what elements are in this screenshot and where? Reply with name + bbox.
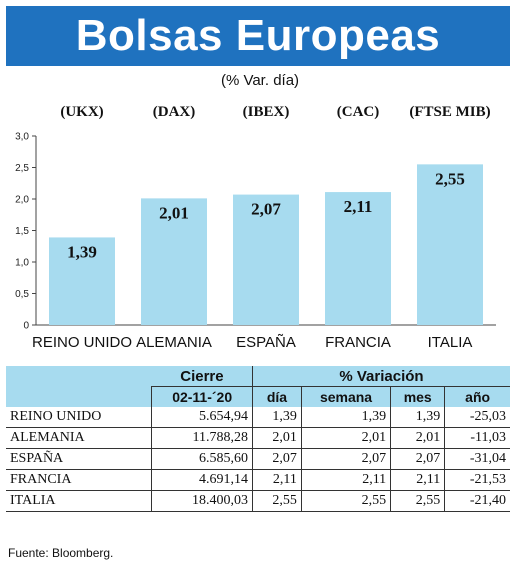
bar	[417, 164, 483, 325]
data-table: Cierre % Variación 02-11-´20 día semana …	[6, 366, 510, 512]
table-row: ALEMANIA 11.788,28 2,01 2,01 2,01 -11,03	[6, 427, 510, 449]
row-dia: 2,11	[252, 469, 302, 491]
row-ano: -25,03	[444, 407, 510, 428]
bar	[141, 198, 207, 325]
index-label: (UKX)	[60, 104, 103, 120]
table-header-row-1: Cierre % Variación	[6, 366, 510, 387]
row-mes: 2,07	[390, 448, 446, 470]
index-label: (FTSE MIB)	[409, 104, 490, 120]
header-variacion: % Variación	[252, 366, 510, 387]
y-tick-label: 3,0	[15, 132, 29, 143]
data-label: 2,07	[251, 200, 281, 219]
row-semana: 2,07	[301, 448, 392, 470]
row-ano: -11,03	[444, 427, 510, 449]
y-tick-label: 2,0	[15, 195, 29, 206]
row-cierre: 6.585,60	[151, 448, 253, 470]
row-dia: 2,01	[252, 427, 302, 449]
row-semana: 2,55	[301, 490, 392, 512]
row-dia: 2,07	[252, 448, 302, 470]
row-ano: -31,04	[444, 448, 510, 470]
row-country: ITALIA	[6, 490, 153, 512]
category-label: ITALIA	[428, 334, 473, 351]
bar	[49, 237, 115, 325]
data-label: 2,55	[435, 169, 465, 188]
row-semana: 2,01	[301, 427, 392, 449]
table-row: FRANCIA 4.691,14 2,11 2,11 2,11 -21,53	[6, 469, 510, 491]
category-label: ALEMANIA	[136, 334, 212, 351]
row-dia: 1,39	[252, 407, 302, 428]
bar	[233, 194, 299, 325]
row-cierre: 5.654,94	[151, 407, 253, 428]
header-semana: semana	[300, 386, 391, 407]
header-mes: mes	[390, 386, 445, 407]
row-cierre: 18.400,03	[151, 490, 253, 512]
header-date: 02-11-´20	[151, 386, 253, 407]
header-ano: año	[444, 386, 510, 407]
row-ano: -21,53	[444, 469, 510, 491]
source-note: Fuente: Bloomberg.	[8, 546, 114, 560]
row-cierre: 4.691,14	[151, 469, 253, 491]
category-label: ESPAÑA	[236, 334, 296, 351]
row-semana: 2,11	[301, 469, 392, 491]
data-label: 2,11	[344, 197, 373, 216]
y-tick-label: 0,5	[15, 289, 29, 300]
y-tick-label: 1,5	[15, 226, 29, 237]
chart-title: Bolsas Europeas	[6, 6, 510, 66]
table-header-row-2: 02-11-´20 día semana mes año	[6, 386, 510, 407]
row-cierre: 11.788,28	[151, 427, 253, 449]
table-row: REINO UNIDO 5.654,94 1,39 1,39 1,39 -25,03	[6, 407, 510, 428]
row-country: ALEMANIA	[6, 427, 153, 449]
row-country: FRANCIA	[6, 469, 153, 491]
row-mes: 1,39	[390, 407, 446, 428]
table-body: REINO UNIDO 5.654,94 1,39 1,39 1,39 -25,03 ALE…	[6, 407, 510, 512]
data-label: 2,01	[159, 203, 189, 222]
bar-chart: 0 0,5 1,0 1,5 2,0 2,5 3,0 1,39 (UKX) REINO UNIDO 2…	[15, 104, 496, 351]
row-semana: 1,39	[301, 407, 392, 428]
y-tick-label: 0	[23, 321, 29, 332]
index-label: (IBEX)	[243, 104, 290, 120]
header-blank	[6, 366, 152, 387]
row-mes: 2,55	[390, 490, 446, 512]
row-ano: -21,40	[444, 490, 510, 512]
row-country: REINO UNIDO	[6, 407, 153, 428]
index-label: (CAC)	[337, 104, 380, 120]
bar	[325, 192, 391, 325]
table-row: ESPAÑA 6.585,60 2,07 2,07 2,07 -31,04	[6, 448, 510, 470]
row-mes: 2,11	[390, 469, 446, 491]
row-mes: 2,01	[390, 427, 446, 449]
y-tick-label: 2,5	[15, 163, 29, 174]
header-dia: día	[251, 386, 302, 407]
index-label: (DAX)	[153, 104, 196, 120]
chart-subtitle: (% Var. día)	[220, 72, 300, 89]
category-label: REINO UNIDO	[32, 334, 132, 351]
table-row: ITALIA 18.400,03 2,55 2,55 2,55 -21,40	[6, 490, 510, 512]
header-blank-2	[6, 386, 152, 407]
header-cierre: Cierre	[151, 366, 253, 387]
category-label: FRANCIA	[325, 334, 391, 351]
data-label: 1,39	[67, 242, 97, 261]
row-dia: 2,55	[252, 490, 302, 512]
y-tick-label: 1,0	[15, 258, 29, 269]
row-country: ESPAÑA	[6, 448, 153, 470]
